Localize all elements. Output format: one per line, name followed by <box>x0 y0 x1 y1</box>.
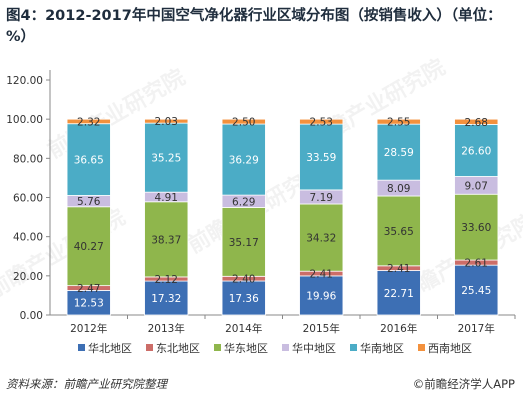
bar-1-2 <box>144 201 189 278</box>
data-label-1-4: 35.25 <box>151 153 181 165</box>
data-label-2-1: 2.40 <box>232 274 255 286</box>
chart-title: 图4：2012-2017年中国空气净化器行业区域分布图（按销售收入）（单位：%） <box>6 8 502 45</box>
data-label-4-5: 2.55 <box>387 117 410 129</box>
bar-3-2 <box>299 203 344 272</box>
data-label-0-0: 12.53 <box>74 298 104 310</box>
data-label-5-0: 25.45 <box>461 285 491 297</box>
data-label-0-3: 5.76 <box>77 196 101 208</box>
legend-label-2: 华东地区 <box>224 341 268 355</box>
data-label-3-2: 34.32 <box>306 233 336 245</box>
x-tick-label-0: 2012年 <box>70 322 107 335</box>
credit-note: ©前瞻经济学人APP <box>413 376 515 392</box>
data-label-3-1: 2.41 <box>310 269 333 281</box>
data-label-1-2: 38.37 <box>151 234 181 246</box>
y-tick-label-3: 60.00 <box>13 193 43 205</box>
bar-5-5 <box>454 118 499 125</box>
y-tick-label-0: 0.00 <box>20 310 43 322</box>
x-tick-label-4: 2016年 <box>380 322 417 335</box>
y-tick-label-4: 80.00 <box>13 153 43 165</box>
legend-swatch-5 <box>418 344 425 351</box>
data-label-2-3: 6.29 <box>232 196 255 208</box>
x-tick-label-3: 2015年 <box>303 322 340 335</box>
data-label-3-5: 2.53 <box>310 117 333 129</box>
bar-4-4 <box>376 123 421 181</box>
data-label-2-4: 36.29 <box>229 155 259 167</box>
copyright-icon: © <box>412 377 425 391</box>
legend-swatch-4 <box>350 344 357 351</box>
data-label-1-3: 4.91 <box>155 192 178 204</box>
data-label-1-1: 2.12 <box>155 274 178 286</box>
legend-swatch-2 <box>214 344 221 351</box>
bar-4-0 <box>376 270 421 316</box>
data-label-5-3: 9.07 <box>465 180 488 192</box>
data-label-5-2: 33.60 <box>461 222 491 234</box>
bar-1-5 <box>144 118 189 124</box>
axes: 0.00 20.00 40.00 60.00 80.00 100.00 120.00 2012… <box>6 70 516 335</box>
data-label-3-3: 7.19 <box>310 192 333 204</box>
data-label-5-1: 2.61 <box>465 258 488 270</box>
data-label-4-0: 22.71 <box>384 288 414 300</box>
data-label-0-1: 2.47 <box>77 283 100 295</box>
legend: 华北地区 东北地区 华东地区 华中地区 华南地区 西南地区 <box>78 341 472 355</box>
bar-4-5 <box>376 118 421 125</box>
bar-0-5 <box>66 118 111 125</box>
x-tick-label-5: 2017年 <box>458 322 495 335</box>
data-label-5-4: 26.60 <box>461 145 491 157</box>
bar-5-2 <box>454 193 499 261</box>
data-label-1-5: 2.03 <box>155 116 178 128</box>
y-tick-label-6: 120.00 <box>6 75 43 87</box>
legend-swatch-3 <box>282 344 289 351</box>
credit-text: 前瞻经济学人APP <box>424 377 515 391</box>
legend-label-1: 东北地区 <box>156 342 200 355</box>
data-label-2-0: 17.36 <box>229 293 259 305</box>
data-label-4-2: 35.65 <box>384 226 414 238</box>
y-tick-label-1: 20.00 <box>13 271 43 283</box>
data-label-4-1: 2.41 <box>387 263 410 275</box>
x-tick-label-2: 2014年 <box>225 322 262 335</box>
data-label-1-0: 17.32 <box>151 293 181 305</box>
bars <box>66 118 499 316</box>
bar-5-4 <box>454 123 499 177</box>
data-label-3-0: 19.96 <box>306 290 336 302</box>
legend-label-0: 华北地区 <box>88 341 132 355</box>
legend-label-5: 西南地区 <box>428 342 472 355</box>
bar-2-2 <box>221 207 266 277</box>
legend-swatch-0 <box>78 344 85 351</box>
legend-swatch-1 <box>146 344 153 351</box>
y-tick-label-5: 100.00 <box>6 114 43 126</box>
y-tick-label-2: 40.00 <box>13 232 43 244</box>
legend-label-3: 华中地区 <box>292 341 336 355</box>
bar-2-5 <box>221 118 266 125</box>
data-label-4-3: 8.09 <box>387 183 410 195</box>
bar-3-5 <box>299 118 344 125</box>
bar-3-0 <box>299 275 344 316</box>
data-label-2-5: 2.50 <box>232 117 255 129</box>
data-label-5-5: 2.68 <box>465 117 488 129</box>
data-label-0-2: 40.27 <box>74 241 104 253</box>
bar-2-4 <box>221 123 266 196</box>
bar-0-0 <box>66 290 111 316</box>
data-labels: 12.53 2.47 40.27 5.76 36.65 2.32 17.32 2.12 38.3… <box>74 116 492 310</box>
x-tick-label-1: 2013年 <box>148 322 185 335</box>
data-label-0-4: 36.65 <box>74 155 104 167</box>
data-label-2-2: 35.17 <box>229 237 259 249</box>
bar-5-0 <box>454 264 499 316</box>
legend-label-4: 华南地区 <box>360 341 404 355</box>
bar-0-2 <box>66 206 111 287</box>
bar-4-2 <box>376 195 421 267</box>
source-note: 资料来源：前瞻产业研究院整理 <box>6 377 167 391</box>
data-label-3-4: 33.59 <box>306 152 336 164</box>
bar-1-4 <box>144 122 189 193</box>
data-label-0-5: 2.32 <box>77 116 100 128</box>
bar-0-4 <box>66 123 111 196</box>
data-label-4-4: 28.59 <box>384 147 414 159</box>
bar-3-4 <box>299 123 344 191</box>
